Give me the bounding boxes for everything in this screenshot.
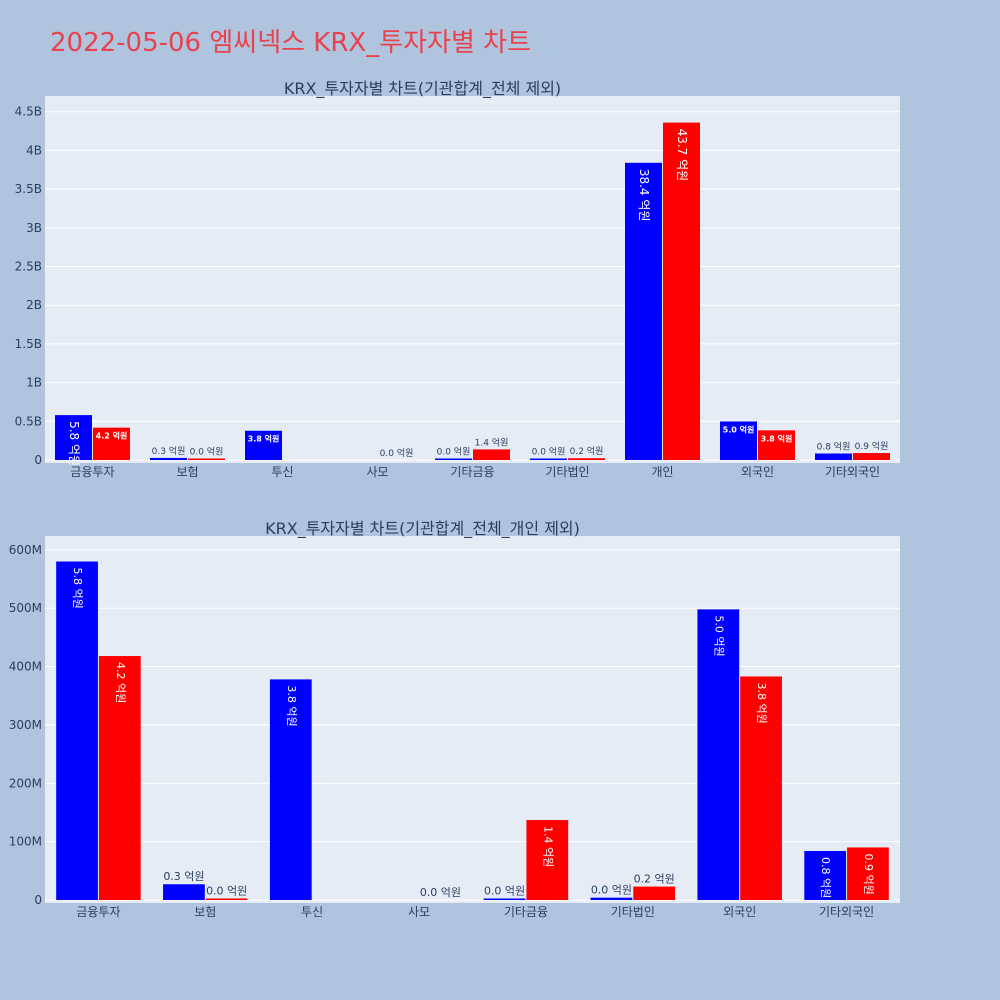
data-label: 4.2 억원 [96,431,128,441]
buy-bar [815,453,852,460]
y-tick-label: 300M [9,718,42,732]
data-label: 0.3 억원 [163,870,204,883]
x-tick-label: 외국인 [723,905,756,919]
data-label: 38.4 억원 [637,169,651,222]
buy-bar [435,458,472,460]
sell-bar [568,458,605,460]
y-tick-label: 0.5B [15,414,42,428]
y-tick-label: 2B [26,298,42,312]
y-tick-label: 4.5B [15,105,42,119]
x-tick-label: 사모 [366,465,388,479]
y-tick-label: 0 [34,453,42,467]
bottom-chart: 0 100M 200M 300M 400M 500M 600M KRX_투자자별 차트(기관합… [9,519,900,919]
data-label: 0.0 억원 [532,446,566,458]
data-label: 0.0 억원 [591,884,632,897]
x-tick-label: 기타법인 [611,905,655,919]
y-tick-label: 400M [9,660,42,674]
x-tick-label: 기타금융 [450,465,494,479]
chart-title: KRX_투자자별 차트(기관합계_전체_개인 제외) [265,519,580,539]
x-tick-label: 금융투자 [76,905,120,919]
sell-bar [633,886,676,900]
buy-bar [55,415,92,460]
data-label: 5.8 억원 [71,568,84,609]
data-label: 3.8 억원 [755,682,768,723]
x-tick-label: 기타외국인 [825,465,880,479]
plot-area [45,96,900,463]
data-label: 0.0 억원 [484,885,525,898]
sell-bar [758,430,795,460]
sell-bar [847,847,889,900]
data-label: 0.0 억원 [437,446,471,458]
data-label: 3.8 억원 [248,434,280,444]
buy-bar [269,679,312,900]
sell-bar [188,458,225,460]
y-tick-label: 3B [26,221,42,235]
x-tick-label: 보험 [176,465,198,479]
data-label: 0.2 억원 [570,445,604,457]
data-label: 0.9 억원 [855,440,889,452]
x-tick-label: 외국인 [741,465,774,479]
y-tick-label: 0 [34,893,42,907]
sell-bar [663,122,700,460]
data-label: 0.2 억원 [634,873,675,886]
y-tick-label: 200M [9,776,42,790]
sell-bar [853,453,890,460]
x-tick-label: 기타법인 [545,465,589,479]
data-label: 3.8 억원 [761,433,793,443]
y-tick-label: 500M [9,601,42,615]
data-label: 1.4 억원 [475,436,509,448]
data-label: 1.4 억원 [541,826,554,867]
x-tick-label: 투신 [271,465,293,479]
sell-bar [526,820,569,900]
buy-bar [245,430,282,460]
sell-bar [740,676,782,900]
buy-bar [697,609,740,900]
x-tick-label: 금융투자 [70,465,114,479]
sell-bar [98,656,141,900]
y-tick-label: 4B [26,143,42,157]
sell-bar [93,427,130,460]
y-tick-label: 1.5B [15,337,42,351]
data-label: 3.8 억원 [285,685,298,726]
data-label: 0.8 억원 [817,440,851,452]
buy-bar [590,897,633,900]
x-tick-label: 사모 [408,905,430,919]
x-tick-label: 보험 [194,905,216,919]
buy-bar [625,162,662,461]
data-label: 0.0 억원 [420,886,461,899]
chart-title: KRX_투자자별 차트(기관합계_전체 제외) [284,79,561,99]
data-label: 0.0 억원 [206,885,247,898]
x-tick-label: 기타외국인 [819,905,874,919]
y-tick-label: 600M [9,543,42,557]
top-chart: 0 0.5B 1B 1.5B 2B 2.5B 3B 3.5B 4B 4.5B KRX_투자자별 차트… [15,79,900,479]
data-label: 0.0 억원 [380,447,414,459]
y-tick-label: 100M [9,835,42,849]
x-tick-label: 기타금융 [504,905,548,919]
x-tick-label: 개인 [651,465,673,479]
buy-bar [150,457,187,460]
buy-bar [56,561,98,900]
sell-bar [205,898,248,900]
data-label: 0.8 억원 [819,857,832,898]
y-tick-label: 1B [26,376,42,390]
buy-bar [483,898,526,900]
sell-bar [473,449,510,460]
data-label: 5.8 억원 [67,421,81,466]
data-label: 43.7 억원 [675,129,689,182]
page-title: 2022-05-06 엠씨넥스 KRX_투자자별 차트 [50,28,532,58]
x-tick-label: 투신 [301,905,323,919]
data-label: 0.3 억원 [152,445,186,457]
y-tick-label: 3.5B [15,182,42,196]
buy-bar [530,458,567,460]
data-label: 5.0 억원 [712,615,725,656]
data-label: 0.9 억원 [862,853,875,894]
data-label: 5.0 억원 [723,424,755,434]
buy-bar [804,850,847,900]
buy-bar [163,884,205,900]
data-label: 0.0 억원 [190,446,224,458]
data-label: 4.2 억원 [114,662,127,703]
y-tick-label: 2.5B [15,260,42,274]
buy-bar [720,421,757,460]
